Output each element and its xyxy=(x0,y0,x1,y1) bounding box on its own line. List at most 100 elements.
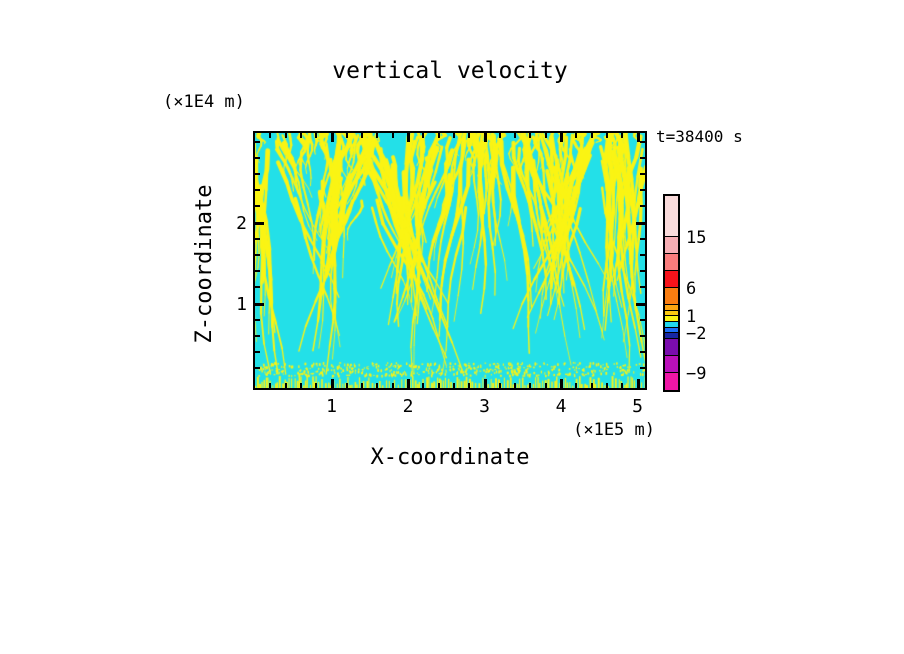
x-minor-tick xyxy=(422,383,424,388)
x-axis-title: X-coordinate xyxy=(370,445,530,470)
z-minor-tick xyxy=(640,157,645,159)
x-major-tick xyxy=(484,379,487,388)
z-minor-tick xyxy=(640,367,645,369)
x-minor-tick xyxy=(269,383,271,388)
x-minor-tick xyxy=(545,133,547,138)
z-minor-tick xyxy=(255,205,260,207)
z-minor-tick xyxy=(640,335,645,337)
z-minor-tick xyxy=(640,319,645,321)
z-minor-tick xyxy=(255,351,260,353)
x-minor-tick xyxy=(422,133,424,138)
x-major-tick xyxy=(560,379,563,388)
z-minor-tick xyxy=(640,141,645,143)
x-minor-tick xyxy=(392,133,394,138)
colorbar-segment xyxy=(665,373,678,390)
x-minor-tick xyxy=(545,383,547,388)
x-minor-tick xyxy=(300,133,302,138)
z-minor-tick xyxy=(255,367,260,369)
x-minor-tick xyxy=(376,133,378,138)
z-tick-label: 2 xyxy=(236,212,247,234)
colorbar-segment xyxy=(665,305,678,311)
z-minor-tick xyxy=(640,351,645,353)
x-minor-tick xyxy=(575,133,577,138)
x-minor-tick xyxy=(514,133,516,138)
colorbar-level-label: 15 xyxy=(686,228,707,248)
colorbar-segment xyxy=(665,328,678,333)
x-major-tick xyxy=(331,379,334,388)
x-tick-label: 5 xyxy=(632,396,643,417)
x-major-tick xyxy=(637,379,640,388)
x-minor-tick xyxy=(376,383,378,388)
z-minor-tick xyxy=(640,270,645,272)
z-major-tick xyxy=(636,222,645,225)
colorbar-segment xyxy=(665,311,678,316)
x-minor-tick xyxy=(438,133,440,138)
z-axis-title: Z-coordinate xyxy=(192,184,217,344)
colorbar xyxy=(663,194,680,392)
x-tick-label: 2 xyxy=(402,396,414,417)
x-minor-tick xyxy=(468,133,470,138)
colorbar-segment xyxy=(665,237,678,254)
x-minor-tick xyxy=(575,383,577,388)
x-minor-tick xyxy=(529,133,531,138)
colorbar-segment xyxy=(665,271,678,288)
colorbar-segment xyxy=(665,356,678,373)
x-minor-tick xyxy=(621,133,623,138)
x-minor-tick xyxy=(361,133,363,138)
colorbar-segment xyxy=(665,333,678,339)
colorbar-level-label: 1 xyxy=(686,307,697,327)
x-major-tick xyxy=(484,133,487,142)
x-minor-tick xyxy=(591,383,593,388)
x-minor-tick xyxy=(499,383,501,388)
x-minor-tick xyxy=(453,133,455,138)
z-major-tick xyxy=(255,303,264,306)
x-minor-tick xyxy=(285,383,287,388)
x-minor-tick xyxy=(346,383,348,388)
x-minor-tick xyxy=(499,133,501,138)
z-minor-tick xyxy=(255,270,260,272)
x-major-tick xyxy=(637,133,640,142)
z-minor-tick xyxy=(255,286,260,288)
x-minor-tick xyxy=(621,383,623,388)
x-tick-label: 1 xyxy=(326,396,337,417)
z-minor-tick xyxy=(255,319,260,321)
x-minor-tick xyxy=(269,133,271,138)
x-minor-tick xyxy=(285,133,287,138)
x-minor-tick xyxy=(591,133,593,138)
colorbar-segment xyxy=(665,322,678,328)
x-minor-tick xyxy=(438,383,440,388)
x-tick-label: 3 xyxy=(479,396,490,417)
x-major-tick xyxy=(560,133,563,142)
colorbar-segment xyxy=(665,254,678,271)
z-minor-tick xyxy=(255,173,260,175)
z-tick-label: 1 xyxy=(236,293,247,315)
z-minor-tick xyxy=(255,335,260,337)
plot-title: vertical velocity xyxy=(332,58,568,84)
z-minor-tick xyxy=(640,173,645,175)
velocity-field-canvas xyxy=(255,133,645,388)
x-minor-tick xyxy=(361,383,363,388)
x-major-tick xyxy=(331,133,334,142)
x-minor-tick xyxy=(529,383,531,388)
x-minor-tick xyxy=(453,383,455,388)
x-minor-tick xyxy=(315,133,317,138)
z-minor-tick xyxy=(255,189,260,191)
time-annotation: t=38400 s xyxy=(656,127,743,146)
x-minor-tick xyxy=(468,383,470,388)
z-axis-unit-label: (×1E4 m) xyxy=(163,92,245,112)
x-minor-tick xyxy=(315,383,317,388)
z-minor-tick xyxy=(640,205,645,207)
colorbar-level-label: −2 xyxy=(686,324,707,344)
x-major-tick xyxy=(407,133,410,142)
z-minor-tick xyxy=(255,157,260,159)
plot-area xyxy=(253,131,647,390)
colorbar-segment xyxy=(665,288,678,305)
x-minor-tick xyxy=(392,383,394,388)
x-axis-unit-label: (×1E5 m) xyxy=(573,420,655,440)
x-minor-tick xyxy=(514,383,516,388)
z-major-tick xyxy=(255,222,264,225)
x-major-tick xyxy=(407,379,410,388)
z-major-tick xyxy=(636,303,645,306)
x-minor-tick xyxy=(606,383,608,388)
